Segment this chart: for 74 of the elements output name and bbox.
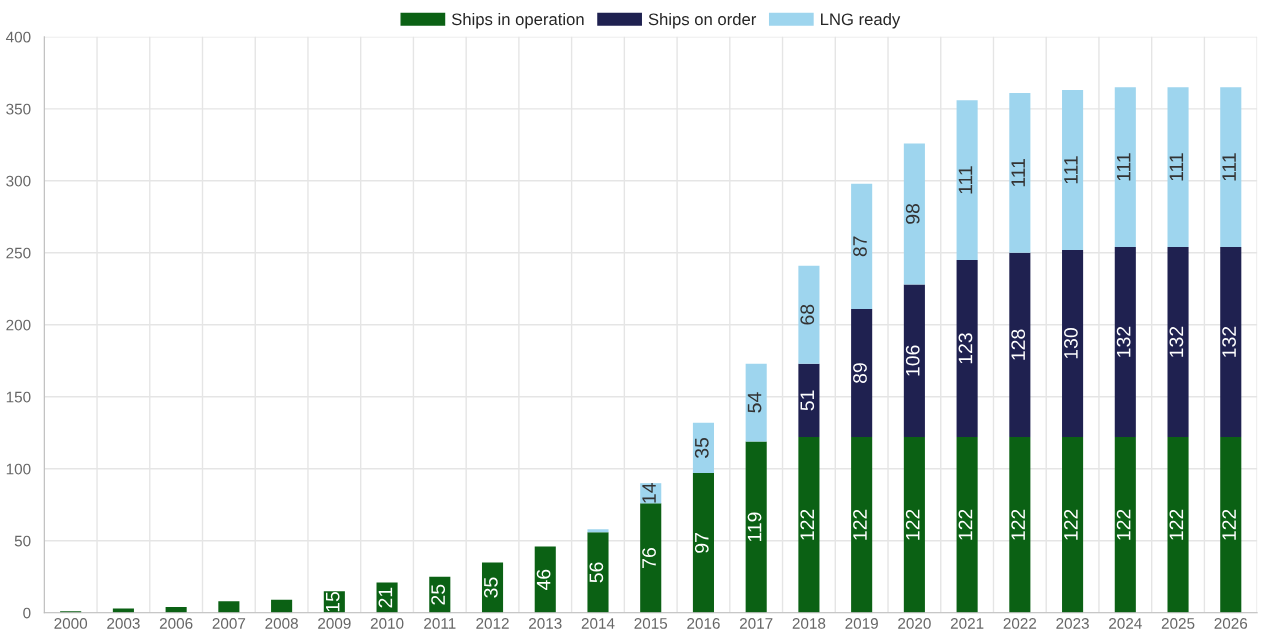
y-tick-label: 400	[5, 31, 31, 43]
x-tick-label: 2011	[424, 618, 456, 629]
data-label: 122	[1011, 509, 1025, 540]
x-tick-label: 2006	[159, 618, 193, 629]
y-tick-label: 250	[6, 247, 31, 259]
data-label: 111	[1116, 153, 1131, 181]
x-tick-label: 2008	[265, 618, 298, 629]
x-tick-label: 2015	[634, 618, 668, 629]
y-tick-label: 350	[6, 103, 31, 115]
data-label: 122	[1064, 509, 1078, 540]
x-tick-label: 2022	[1003, 618, 1037, 629]
data-label: 87	[853, 236, 867, 257]
data-label: 76	[642, 548, 656, 568]
data-label: 122	[853, 509, 867, 540]
data-label: 122	[800, 509, 814, 540]
legend-label: Ships in operation	[451, 12, 584, 29]
x-tick-label: 2026	[1214, 618, 1248, 629]
data-label: 122	[1169, 509, 1184, 540]
data-label: 130	[1064, 328, 1078, 359]
x-tick-label: 2014	[581, 618, 615, 629]
data-label: 132	[1116, 326, 1131, 357]
data-label: 14	[642, 483, 656, 503]
data-label: 119	[747, 512, 762, 542]
data-label: 122	[1116, 509, 1131, 540]
data-label: 106	[905, 345, 920, 376]
data-label: 111	[1064, 156, 1078, 184]
data-label: 122	[1222, 509, 1236, 540]
x-tick-label: 2007	[212, 618, 246, 629]
x-tick-label: 2019	[845, 618, 878, 629]
data-label: 97	[694, 533, 709, 553]
data-label: 15	[325, 591, 340, 612]
data-label: 56	[589, 562, 604, 583]
x-tick-label: 2023	[1056, 618, 1089, 629]
x-tick-label: 2024	[1109, 618, 1142, 629]
y-tick-label: 150	[6, 391, 31, 403]
data-label: 111	[1169, 153, 1184, 181]
x-tick-label: 2020	[898, 618, 931, 629]
x-tick-label: 2018	[792, 618, 826, 629]
data-label: 21	[378, 587, 393, 608]
data-label: 111	[958, 166, 973, 194]
y-tick-label: 0	[23, 607, 31, 619]
data-label: 51	[800, 390, 815, 411]
data-label: 68	[800, 304, 815, 325]
x-tick-label: 2025	[1161, 618, 1195, 629]
x-tick-label: 2003	[107, 618, 140, 629]
data-label: 35	[694, 437, 709, 458]
x-tick-label: 2000	[54, 618, 88, 629]
data-label: 132	[1222, 326, 1236, 357]
x-tick-label: 2013	[529, 618, 562, 629]
x-tick-label: 2016	[687, 618, 720, 629]
x-tick-label: 2021	[950, 618, 984, 629]
data-label: 122	[958, 509, 973, 540]
data-label: 128	[1011, 329, 1026, 360]
x-tick-label: 2012	[476, 618, 509, 629]
data-label: 25	[431, 584, 446, 605]
data-label: 98	[905, 203, 920, 224]
x-tick-label: 2009	[318, 618, 351, 629]
data-label: 111	[1222, 153, 1236, 181]
data-label: 132	[1169, 326, 1184, 357]
y-tick-label: 200	[6, 319, 31, 331]
data-label: 35	[483, 577, 498, 598]
y-tick-label: 50	[14, 535, 31, 547]
data-label: 123	[958, 333, 973, 364]
data-label: 111	[1011, 159, 1025, 187]
data-label: 46	[536, 569, 551, 591]
data-label: 122	[905, 509, 920, 540]
y-tick-label: 100	[6, 463, 31, 475]
legend-label: Ships on order	[648, 12, 757, 29]
x-tick-label: 2010	[370, 618, 404, 629]
y-tick-label: 300	[6, 175, 31, 187]
data-label: 89	[853, 363, 867, 384]
data-label: 54	[747, 392, 762, 413]
x-tick-label: 2017	[739, 618, 773, 629]
legend-label: LNG ready	[821, 12, 901, 29]
